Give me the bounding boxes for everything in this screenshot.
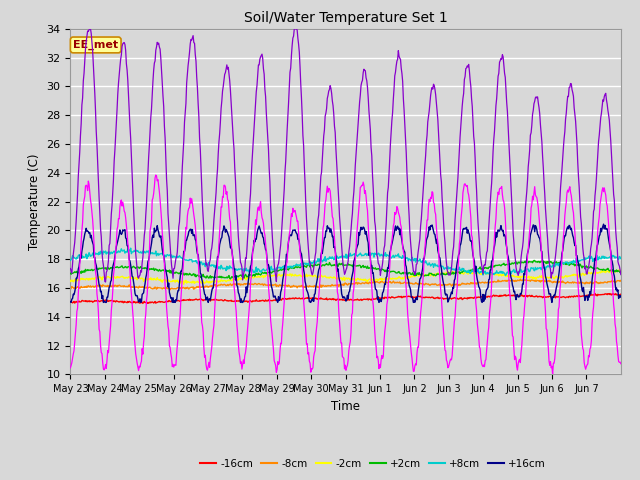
Title: Soil/Water Temperature Set 1: Soil/Water Temperature Set 1 [244,11,447,25]
Legend: +32cm, +64cm: +32cm, +64cm [125,479,257,480]
X-axis label: Time: Time [331,400,360,413]
Y-axis label: Temperature (C): Temperature (C) [28,153,41,250]
Text: EE_met: EE_met [73,40,118,50]
